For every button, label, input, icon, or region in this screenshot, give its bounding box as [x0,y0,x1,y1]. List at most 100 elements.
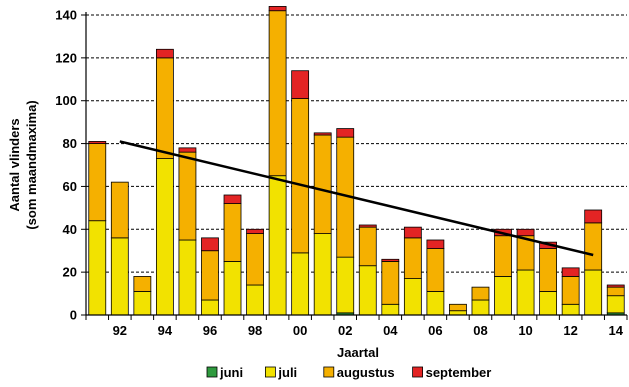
x-tick-label-96: 96 [203,323,217,338]
x-tick-label-02: 02 [338,323,352,338]
bar-05-juli [403,278,422,316]
legend-label-augustus: augustus [337,365,395,380]
bar-12-augustus [561,276,580,305]
bar-01-augustus [313,134,332,234]
x-axis-title: Jaartal [337,345,379,360]
bar-93-augustus [133,276,152,292]
bar-03-september [358,224,377,228]
bar-91-juli [88,220,107,316]
y-tick-label-120: 120 [55,50,77,65]
bar-13-juli [584,269,603,316]
x-tick-label-14: 14 [608,323,623,338]
bar-93-juli [133,291,152,316]
gridlines [86,14,627,273]
bar-12-juli [561,303,580,316]
y-tick-label-80: 80 [63,136,77,151]
bar-99-september [268,6,287,12]
bar-14-juli [606,295,625,314]
x-tick-label-98: 98 [248,323,262,338]
bar-03-juli [358,265,377,316]
bar-02-juli [336,256,355,314]
bar-04-juli [381,303,400,316]
legend-label-juni: juni [219,365,243,380]
x-tick-label-92: 92 [113,323,127,338]
bar-95-augustus [178,151,197,241]
x-tick-label-94: 94 [158,323,173,338]
bar-95-september [178,147,197,153]
bar-03-augustus [358,226,377,267]
bar-08-augustus [471,286,490,301]
bar-07-augustus [449,303,467,312]
y-tick-label-60: 60 [63,179,77,194]
bar-08-juli [471,299,490,316]
bar-01-juli [313,233,332,316]
bar-02-september [336,128,355,138]
trendline-group [119,140,594,257]
x-tick-label-12: 12 [563,323,577,338]
bar-09-juli [494,276,512,316]
bar-98-september [246,228,264,234]
bar-94-september [155,48,174,59]
trendline [119,140,594,257]
bar-91-augustus [88,143,107,222]
y-tick-labels: 0 20 40 60 80 100 120 140 [55,8,86,323]
bar-95-juli [178,239,197,316]
legend-swatch-juli [264,366,276,378]
bar-97-juli [223,261,242,316]
bar-04-september [381,258,400,262]
bar-13-augustus [584,222,603,271]
legend-label-september: september [426,365,492,380]
legend-swatch-juni [206,366,218,378]
bar-94-juli [155,158,174,316]
bar-06-juli [426,291,445,316]
bar-11-augustus [539,248,558,292]
x-tick-label-10: 10 [518,323,532,338]
bar-01-september [313,132,332,136]
y-tick-label-140: 140 [55,8,77,23]
bar-14-september [606,284,625,288]
bar-96-juli [201,299,219,316]
bar-00-augustus [291,98,310,254]
bar-14-augustus [606,286,625,297]
bar-99-augustus [268,10,287,177]
legend-swatch-september [412,366,424,378]
bar-92-juli [110,237,129,316]
y-tick-label-20: 20 [63,265,77,280]
bar-96-september [201,237,219,252]
y-tick-label-0: 0 [70,308,77,323]
bar-05-september [403,226,422,239]
bars [88,6,625,316]
bar-06-augustus [426,248,445,292]
bar-10-september [516,228,535,237]
bar-91-september [88,141,107,144]
bar-10-juli [516,269,535,316]
bar-06-september [426,239,445,249]
y-tick-label-40: 40 [63,222,77,237]
bar-92-augustus [110,181,129,239]
bar-98-augustus [246,233,264,286]
bar-97-september [223,194,242,204]
x-tick-labels: 92 94 96 98 00 02 04 06 08 10 12 14 [85,315,628,338]
legend: juni juli augustus september [206,365,492,380]
y-axis-title-line1: Aantal vlinders [7,118,22,211]
legend-swatch-augustus [323,366,335,378]
bar-99-juli [268,175,287,316]
bar-05-augustus [403,237,422,279]
bar-12-september [561,267,580,277]
y-axis-title-line2: (som maandmaxima) [24,100,39,229]
bar-97-augustus [223,203,242,262]
legend-label-juli: juli [277,365,297,380]
bar-98-juli [246,284,264,316]
bar-00-juli [291,252,310,316]
bar-00-september [291,70,310,99]
x-tick-label-06: 06 [428,323,442,338]
bar-96-augustus [201,250,219,301]
bar-94-augustus [155,57,174,159]
y-tick-label-100: 100 [55,93,77,108]
bar-09-augustus [494,235,512,277]
x-tick-label-04: 04 [383,323,398,338]
x-tick-label-08: 08 [473,323,487,338]
bar-11-juli [539,291,558,316]
x-tick-label-00: 00 [293,323,307,338]
